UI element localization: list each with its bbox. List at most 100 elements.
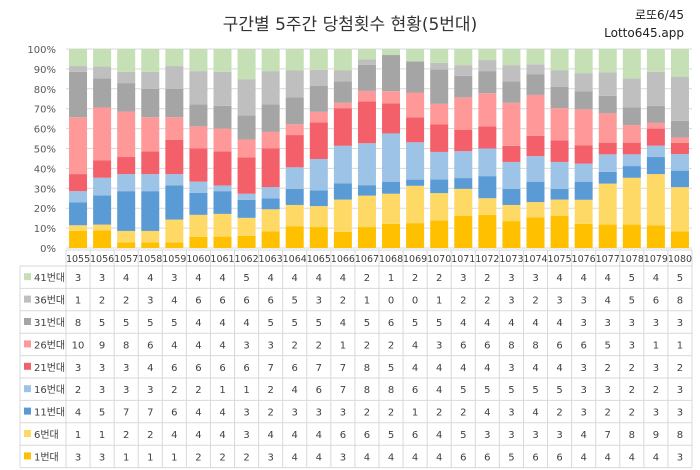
data-label: 4 — [340, 273, 346, 284]
data-label: 3 — [532, 273, 538, 284]
bar-segment — [165, 219, 184, 243]
data-label: 3 — [340, 452, 346, 463]
data-label: 1 — [171, 452, 177, 463]
bar-segment — [117, 157, 136, 175]
bar-segment — [406, 49, 425, 62]
bar-segment — [454, 151, 473, 179]
bar-segment — [646, 157, 665, 175]
bar-segment — [141, 117, 160, 152]
data-label: 5 — [147, 318, 153, 329]
data-label: 4 — [147, 363, 153, 374]
data-label: 6 — [243, 363, 249, 374]
bar-segment — [670, 120, 689, 138]
bar-segment — [237, 49, 256, 80]
data-label: 4 — [436, 430, 442, 441]
data-label: 5 — [412, 318, 418, 329]
bar-segment — [598, 142, 617, 155]
bar-segment — [454, 188, 473, 216]
data-label: 3 — [340, 408, 346, 419]
data-label: 5 — [484, 385, 490, 396]
bar-segment — [93, 78, 112, 108]
y-tick-label: 20% — [34, 204, 56, 215]
data-label: 2 — [364, 273, 370, 284]
bar-segment — [237, 235, 256, 248]
x-tick-label: 1080 — [668, 254, 692, 265]
bar-segment — [333, 199, 352, 232]
bar-segment — [261, 148, 280, 188]
data-label: 8 — [629, 430, 635, 441]
bar-segment — [213, 191, 232, 214]
data-label: 2 — [388, 340, 394, 351]
bar-segment — [237, 193, 256, 200]
bar-segment — [213, 71, 232, 106]
bar-segment — [670, 231, 689, 248]
bar-segment — [285, 124, 304, 136]
data-label: 3 — [532, 430, 538, 441]
bar-segment — [670, 49, 689, 77]
bar-segment — [670, 137, 689, 143]
bar-segment — [574, 181, 593, 200]
bar-segment — [93, 230, 112, 248]
data-label: 3 — [508, 430, 514, 441]
data-label: 3 — [653, 408, 659, 419]
data-label: 2 — [267, 385, 273, 396]
data-label: 6 — [195, 296, 201, 307]
data-label: 6 — [460, 340, 466, 351]
data-label: 4 — [316, 430, 322, 441]
data-label: 5 — [267, 318, 273, 329]
bar-segment — [117, 111, 136, 158]
data-label: 4 — [147, 273, 153, 284]
data-label: 6 — [171, 408, 177, 419]
data-label: 4 — [195, 408, 201, 419]
data-label: 4 — [412, 452, 418, 463]
data-label: 4 — [484, 408, 490, 419]
bar-segment — [333, 81, 352, 103]
bar-segment — [526, 64, 545, 75]
bar-segment — [550, 86, 569, 109]
data-label: 3 — [605, 385, 611, 396]
data-label: 5 — [99, 408, 105, 419]
bar-segment — [526, 94, 545, 136]
bar-segment — [406, 179, 425, 186]
data-label: 6 — [653, 296, 659, 307]
data-label: 4 — [267, 430, 273, 441]
data-label: 7 — [605, 430, 611, 441]
data-label: 6 — [267, 296, 273, 307]
bar-segment — [598, 224, 617, 248]
legend-swatch — [24, 340, 31, 348]
y-tick-label: 100% — [27, 45, 56, 56]
bar-segment — [333, 231, 352, 248]
bar-segment — [550, 108, 569, 141]
data-label: 6 — [388, 318, 394, 329]
data-label: 4 — [219, 273, 225, 284]
data-label: 6 — [484, 452, 490, 463]
bar-segment — [69, 230, 88, 248]
y-tick-label: 70% — [34, 105, 56, 116]
data-label: 5 — [460, 430, 466, 441]
data-label: 6 — [556, 340, 562, 351]
data-label: 2 — [316, 340, 322, 351]
data-label: 5 — [556, 385, 562, 396]
bar-segment — [406, 142, 425, 180]
bar-segment — [357, 64, 376, 91]
bar-segment — [598, 113, 617, 143]
data-label: 6 — [195, 363, 201, 374]
data-label: 1 — [123, 452, 129, 463]
bar-segment — [285, 188, 304, 205]
bar-segment — [237, 115, 256, 140]
legend-swatch — [24, 362, 31, 370]
bar-segment — [478, 60, 497, 72]
data-label: 3 — [580, 318, 586, 329]
data-label: 4 — [436, 363, 442, 374]
data-label: 2 — [75, 385, 81, 396]
data-label: 4 — [508, 318, 514, 329]
bar-segment — [309, 190, 328, 207]
bar-segment — [646, 128, 665, 146]
data-label: 2 — [388, 408, 394, 419]
bar-segment — [574, 145, 593, 164]
bar-segment — [502, 188, 521, 205]
data-label: 1 — [653, 340, 659, 351]
bar-segment — [502, 221, 521, 248]
data-label: 4 — [436, 452, 442, 463]
data-label: 9 — [653, 430, 659, 441]
